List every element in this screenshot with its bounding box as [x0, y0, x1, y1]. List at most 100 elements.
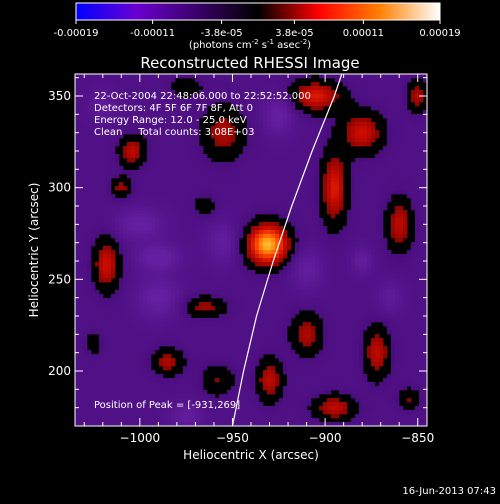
heatmap-cell — [139, 174, 143, 178]
heatmap-cell — [79, 282, 83, 286]
heatmap-cell — [87, 262, 91, 266]
heatmap-cell — [131, 298, 135, 302]
heatmap-cell — [155, 214, 159, 218]
heatmap-cell — [83, 162, 87, 166]
heatmap-cell — [279, 290, 283, 294]
heatmap-cell — [87, 190, 91, 194]
heatmap-cell — [339, 302, 343, 306]
heatmap-cell — [287, 142, 291, 146]
heatmap-cell — [115, 310, 119, 314]
heatmap-cell — [171, 330, 175, 334]
heatmap-cell — [235, 206, 239, 210]
heatmap-cell — [307, 266, 311, 270]
heatmap-cell — [339, 170, 343, 174]
heatmap-cell — [311, 94, 315, 98]
heatmap-cell — [139, 338, 143, 342]
heatmap-cell — [231, 326, 235, 330]
heatmap-cell — [87, 154, 91, 158]
heatmap-cell — [315, 230, 319, 234]
heatmap-cell — [79, 82, 83, 86]
heatmap-cell — [419, 182, 423, 186]
heatmap-cell — [199, 178, 203, 182]
heatmap-cell — [171, 318, 175, 322]
heatmap-cell — [235, 310, 239, 314]
heatmap-cell — [143, 198, 147, 202]
heatmap-cell — [287, 158, 291, 162]
heatmap-cell — [315, 174, 319, 178]
heatmap-cell — [375, 306, 379, 310]
heatmap-cell — [351, 330, 355, 334]
heatmap-cell — [271, 282, 275, 286]
heatmap-cell — [299, 330, 303, 334]
heatmap-cell — [171, 270, 175, 274]
heatmap-cell — [99, 78, 103, 82]
heatmap-cell — [75, 154, 79, 158]
heatmap-cell — [275, 258, 279, 262]
heatmap-cell — [331, 258, 335, 262]
heatmap-cell — [103, 170, 107, 174]
heatmap-cell — [195, 222, 199, 226]
heatmap-cell — [247, 114, 251, 118]
heatmap-cell — [107, 218, 111, 222]
heatmap-cell — [207, 334, 211, 338]
heatmap-cell — [371, 122, 375, 126]
heatmap-cell — [311, 198, 315, 202]
heatmap-cell — [231, 294, 235, 298]
heatmap-cell — [183, 266, 187, 270]
heatmap-cell — [103, 302, 107, 306]
heatmap-cell — [367, 142, 371, 146]
heatmap-cell — [223, 270, 227, 274]
heatmap-cell — [271, 330, 275, 334]
heatmap-cell — [287, 306, 291, 310]
heatmap-cell — [263, 146, 267, 150]
heatmap-cell — [211, 326, 215, 330]
heatmap-cell — [211, 78, 215, 82]
heatmap-cell — [355, 90, 359, 94]
heatmap-cell — [403, 106, 407, 110]
heatmap-cell — [319, 246, 323, 250]
heatmap-cell — [235, 258, 239, 262]
heatmap-cell — [307, 294, 311, 298]
heatmap-cell — [79, 170, 83, 174]
heatmap-cell — [319, 238, 323, 242]
heatmap-cell — [399, 282, 403, 286]
heatmap-cell — [247, 190, 251, 194]
heatmap-cell — [287, 130, 291, 134]
heatmap-cell — [303, 214, 307, 218]
heatmap-cell — [207, 286, 211, 290]
heatmap-cell — [167, 218, 171, 222]
heatmap-cell — [167, 310, 171, 314]
heatmap-cell — [407, 170, 411, 174]
heatmap-cell — [91, 210, 95, 214]
heatmap-cell — [231, 206, 235, 210]
heatmap-cell — [415, 266, 419, 270]
heatmap-cell — [271, 286, 275, 290]
heatmap-cell — [263, 230, 267, 234]
heatmap-cell — [143, 326, 147, 330]
heatmap-cell — [415, 158, 419, 162]
heatmap-cell — [299, 246, 303, 250]
heatmap-cell — [95, 262, 99, 266]
heatmap-cell — [207, 218, 211, 222]
heatmap-cell — [383, 186, 387, 190]
heatmap-cell — [271, 334, 275, 338]
heatmap-cell — [279, 170, 283, 174]
heatmap-cell — [307, 178, 311, 182]
heatmap-cell — [179, 270, 183, 274]
heatmap-cell — [395, 94, 399, 98]
heatmap-cell — [351, 170, 355, 174]
heatmap-cell — [323, 98, 327, 102]
heatmap-cell — [387, 258, 391, 262]
heatmap-cell — [383, 250, 387, 254]
heatmap-cell — [127, 254, 131, 258]
heatmap-cell — [335, 182, 339, 186]
heatmap-cell — [187, 322, 191, 326]
heatmap-cell — [391, 262, 395, 266]
heatmap-cell — [315, 170, 319, 174]
heatmap-cell — [187, 286, 191, 290]
heatmap-cell — [147, 334, 151, 338]
heatmap-cell — [147, 250, 151, 254]
heatmap-cell — [407, 290, 411, 294]
heatmap-cell — [243, 202, 247, 206]
heatmap-cell — [311, 294, 315, 298]
